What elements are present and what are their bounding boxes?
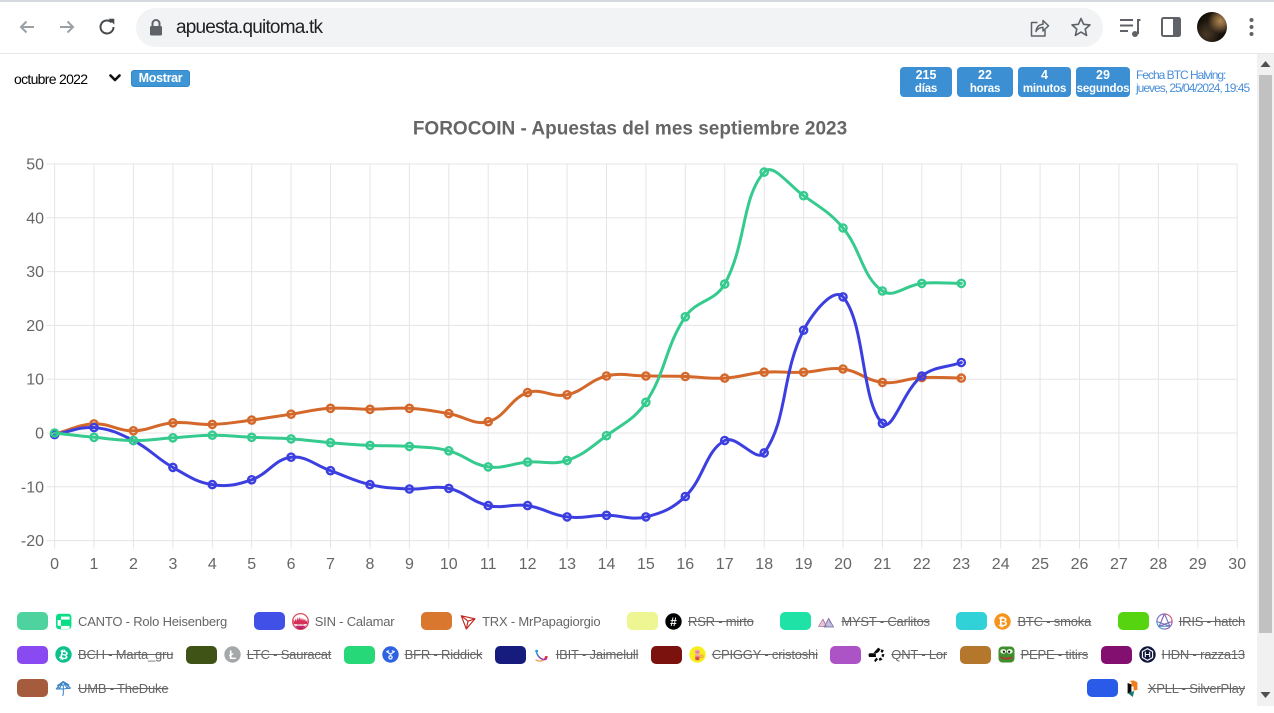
svg-text:-10: -10 [21,479,44,496]
svg-text:₿: ₿ [999,616,1008,628]
svg-text:6: 6 [287,556,296,573]
svg-text:23: 23 [952,556,970,573]
svg-text:#: # [670,614,677,628]
svg-text:9: 9 [405,556,414,573]
svg-text:0: 0 [35,426,44,443]
svg-text:FOROCOIN - Apuestas del mes se: FOROCOIN - Apuestas del mes septiembre 2… [413,119,847,140]
svg-text:15: 15 [637,556,655,573]
svg-text:22: 22 [913,556,931,573]
svg-text:28: 28 [1150,556,1168,573]
svg-text:25: 25 [1031,556,1049,573]
svg-text:21: 21 [874,556,892,573]
svg-text:10: 10 [26,372,44,389]
svg-text:1: 1 [90,556,99,573]
svg-text:24: 24 [992,556,1010,573]
svg-text:5: 5 [247,556,256,573]
svg-text:30: 30 [1228,556,1246,573]
svg-text:3: 3 [168,556,177,573]
svg-text:11: 11 [480,556,497,573]
svg-text:Ł: Ł [229,650,236,662]
svg-text:20: 20 [26,318,44,335]
svg-text:2: 2 [129,556,138,573]
svg-text:26: 26 [1071,556,1089,573]
svg-text:13: 13 [558,556,576,573]
svg-text:7: 7 [326,556,335,573]
svg-text:payday: payday [296,624,304,626]
svg-text:₿: ₿ [58,649,70,663]
svg-text:18: 18 [755,556,773,573]
svg-text:40: 40 [26,210,44,227]
svg-text:17: 17 [716,556,734,573]
svg-text:14: 14 [598,556,616,573]
svg-text:19: 19 [795,556,813,573]
svg-text:27: 27 [1110,556,1128,573]
svg-text:16: 16 [676,556,694,573]
svg-text:4: 4 [208,556,217,573]
svg-text:12: 12 [519,556,537,573]
svg-text:20: 20 [834,556,852,573]
svg-text:50: 50 [26,157,44,174]
svg-text:8: 8 [366,556,375,573]
svg-text:29: 29 [1189,556,1207,573]
svg-text:10: 10 [440,556,458,573]
svg-text:30: 30 [26,264,44,281]
svg-text:-20: -20 [21,533,44,550]
svg-text:0: 0 [50,556,59,573]
